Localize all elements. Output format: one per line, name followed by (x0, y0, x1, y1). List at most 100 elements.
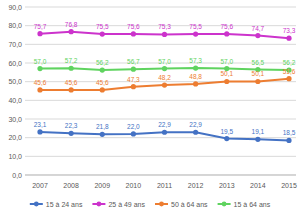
data-label: 75,3 (158, 23, 171, 30)
data-label: 19,1 (252, 128, 265, 135)
y-tick-label: 60,0 (8, 60, 22, 67)
data-label: 19,5 (220, 128, 233, 135)
legend-label: 15 à 24 ans (46, 201, 83, 208)
legend-marker (159, 202, 164, 207)
data-label: 45,6 (34, 79, 47, 86)
chart: 0,010,020,030,040,050,060,070,080,090,02… (0, 0, 300, 224)
x-tick-label: 2014 (250, 182, 266, 189)
legend-item: 50 à 64 ans (155, 201, 208, 208)
data-label: 18,5 (283, 129, 296, 136)
legend-marker (97, 202, 102, 207)
marker (37, 129, 42, 134)
marker (37, 66, 42, 71)
grid-line (25, 7, 296, 8)
legend-label: 15 à 64 ans (234, 201, 271, 208)
data-label: 48,8 (189, 73, 202, 80)
data-labels: 23,122,321,822,022,922,919,519,118,575,7… (34, 21, 296, 137)
marker (193, 130, 198, 135)
legend-label: 25 à 49 ans (108, 201, 145, 208)
data-label: 56,7 (127, 58, 140, 65)
y-tick-label: 40,0 (8, 97, 22, 104)
marker (131, 84, 136, 89)
marker (100, 67, 105, 72)
marker (69, 66, 74, 71)
data-label: 56,2 (96, 59, 109, 66)
marker (162, 82, 167, 87)
legend-marker (34, 202, 39, 207)
data-label: 47,3 (127, 76, 140, 83)
marker (131, 67, 136, 72)
data-label: 57,2 (65, 57, 78, 64)
marker (69, 29, 74, 34)
data-label: 51,6 (283, 68, 296, 75)
data-label: 57,3 (189, 57, 202, 64)
data-label: 45,6 (96, 79, 109, 86)
data-label: 75,5 (96, 23, 109, 30)
grid-line (25, 119, 296, 120)
grid-line (25, 156, 296, 157)
marker (37, 31, 42, 36)
legend-label: 50 à 64 ans (171, 201, 208, 208)
y-tick-label: 80,0 (8, 22, 22, 29)
marker (224, 136, 229, 141)
data-label: 50,1 (220, 70, 233, 77)
x-tick-label: 2008 (63, 182, 79, 189)
marker (255, 137, 260, 142)
data-label: 23,1 (34, 121, 47, 128)
grid-line (25, 44, 296, 45)
marker (69, 87, 74, 92)
marker (162, 32, 167, 37)
y-tick-label: 50,0 (8, 78, 22, 85)
marker (286, 76, 291, 81)
x-axis (25, 175, 296, 176)
marker (131, 131, 136, 136)
marker (193, 31, 198, 36)
x-tick-label: 2013 (219, 182, 235, 189)
marker (224, 31, 229, 36)
data-label: 21,8 (96, 123, 109, 130)
y-tick-label: 20,0 (8, 134, 22, 141)
x-tick-label: 2007 (32, 182, 48, 189)
marker (37, 87, 42, 92)
data-label: 45,6 (65, 79, 78, 86)
marker (224, 79, 229, 84)
y-tick-label: 30,0 (8, 116, 22, 123)
data-label: 76,8 (65, 21, 78, 28)
data-label: 74,7 (252, 25, 265, 32)
grid-line (25, 100, 296, 101)
grid-line (25, 137, 296, 138)
data-label: 22,9 (158, 121, 171, 128)
data-label: 48,2 (158, 74, 171, 81)
legend-item: 15 à 24 ans (30, 201, 83, 208)
x-tick-label: 2011 (157, 182, 172, 189)
marker (162, 130, 167, 135)
data-label: 75,7 (34, 23, 47, 30)
marker (255, 33, 260, 38)
y-tick-label: 10,0 (8, 153, 22, 160)
legend-marker (222, 202, 227, 207)
data-label: 22,0 (127, 123, 140, 130)
data-label: 56,5 (252, 59, 265, 66)
y-tick-label: 70,0 (8, 41, 22, 48)
x-tick-label: 2015 (281, 182, 297, 189)
x-tick-label: 2009 (94, 182, 110, 189)
data-label: 56,2 (283, 59, 296, 66)
marker (100, 132, 105, 137)
marker (100, 31, 105, 36)
legend-item: 25 à 49 ans (92, 201, 145, 208)
marker (193, 65, 198, 70)
marker (286, 36, 291, 41)
marker (286, 138, 291, 143)
data-label: 75,6 (127, 23, 140, 30)
data-label: 22,9 (189, 121, 202, 128)
series-line (40, 32, 289, 39)
grid-line (25, 175, 296, 176)
x-tick-label: 2010 (126, 182, 142, 189)
data-label: 75,6 (220, 23, 233, 30)
x-tick-label: 2012 (188, 182, 204, 189)
legend-item: 15 à 64 ans (218, 201, 271, 208)
data-label: 57,0 (220, 58, 233, 65)
marker (69, 131, 74, 136)
data-label: 50,1 (252, 70, 265, 77)
marker (162, 66, 167, 71)
